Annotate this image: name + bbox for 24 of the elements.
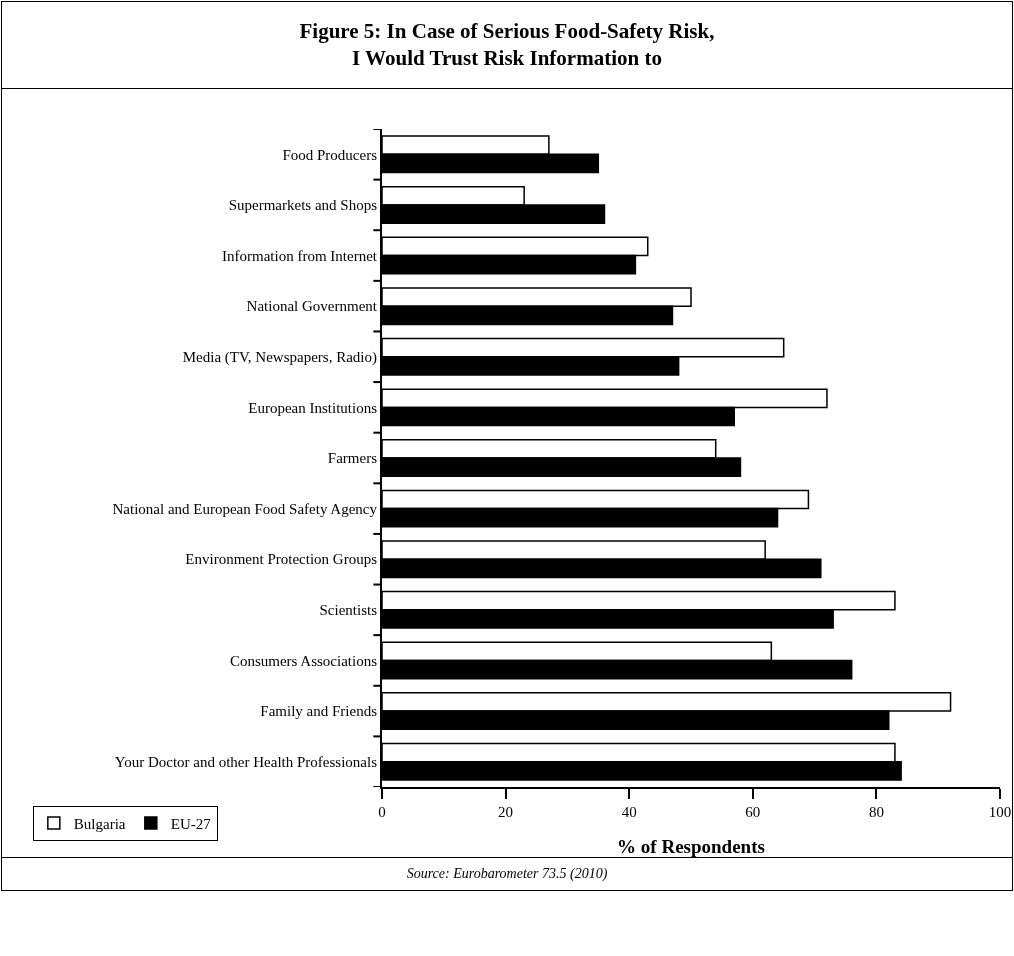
legend-label: Bulgaria (73, 815, 126, 832)
source-note: Source: Eurobarometer 73.5 (2010) (405, 865, 609, 883)
y-tick-label: Environment Protection Groups (185, 551, 378, 568)
y-tick-label: Food Producers (282, 146, 378, 163)
x-tick-label: 0 (378, 804, 386, 820)
y-tick-label: Consumers Associations (229, 652, 378, 669)
y-tick-label: National and European Food Safety Agency (112, 500, 378, 517)
y-tick-label: European Institutions (248, 399, 378, 416)
y-tick-label: Media (TV, Newspapers, Radio) (182, 349, 377, 367)
x-tick-label: 40 (621, 804, 637, 820)
y-tick-label: Your Doctor and other Health Professionals (114, 753, 378, 770)
y-tick-label: Scientists (319, 602, 378, 619)
y-tick-label: Farmers (327, 450, 378, 467)
legend-label: EU-27 (170, 815, 212, 832)
x-tick-label: 60 (745, 804, 761, 820)
x-axis-title: % of Respondents (617, 836, 765, 857)
x-tick-label: 100 (988, 804, 1012, 820)
x-tick-label: 20 (498, 804, 514, 820)
x-tick-label: 80 (868, 804, 884, 820)
y-tick-label: Information from Internet (222, 247, 378, 264)
y-tick-label: Family and Friends (260, 703, 378, 720)
y-tick-label: Supermarkets and Shops (228, 197, 378, 214)
y-tick-label: National Government (246, 298, 378, 315)
chart-title: Figure 5: In Case of Serious Food-Safety Risk, I Would Trust Risk Information to (2, 2, 1012, 89)
